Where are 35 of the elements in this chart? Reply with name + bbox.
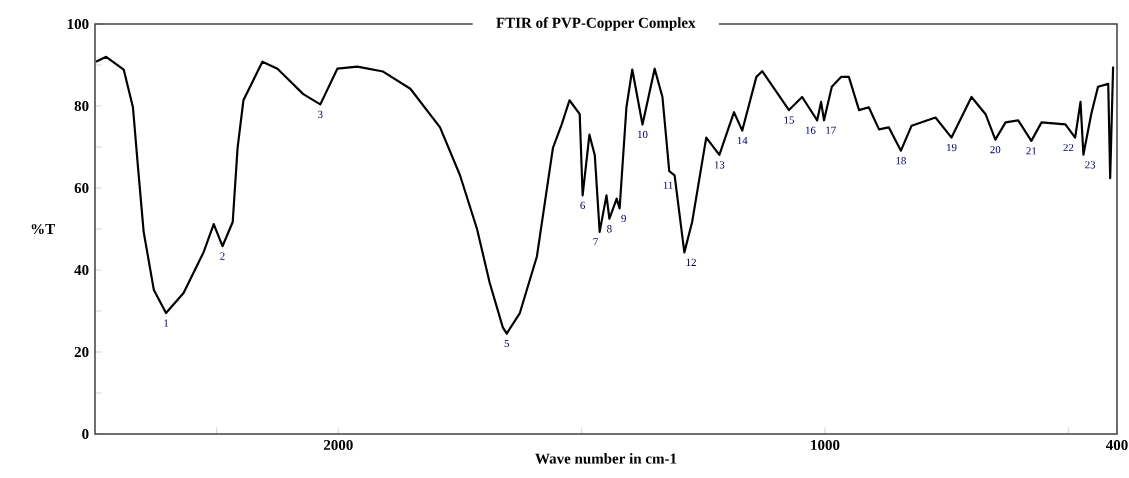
- x-tick-label: 2000: [323, 439, 353, 451]
- y-tick-label: 100: [67, 18, 89, 30]
- y-axis-title: %T: [31, 223, 55, 235]
- annotation: 1: [164, 319, 169, 327]
- y-tick-label: 0: [82, 428, 89, 440]
- x-tick-label: 1000: [811, 439, 840, 451]
- annotation: 19: [947, 143, 957, 152]
- annotation: 22: [1063, 143, 1074, 152]
- annotation: 8: [607, 225, 612, 233]
- annotation: 21: [1026, 147, 1037, 155]
- annotation: 17: [826, 126, 836, 134]
- y-tick-label: 40: [74, 264, 89, 276]
- annotation: 9: [621, 214, 626, 223]
- chart-title: FTIR of PVP-Copper Complex: [496, 17, 696, 31]
- line-series: [94, 55, 1115, 335]
- annotation: 14: [737, 136, 748, 145]
- annotation: 15: [784, 116, 794, 124]
- y-tick-label: 80: [74, 100, 89, 112]
- annotation: 11: [663, 181, 673, 189]
- annotation: 16: [805, 126, 816, 134]
- annotation: 7: [593, 238, 599, 246]
- annotation: 6: [580, 201, 586, 209]
- x-axis-title: Wave number in cm-1: [535, 453, 677, 464]
- annotation: 12: [686, 258, 696, 266]
- annotation: 20: [990, 145, 1001, 154]
- annotation: 18: [896, 157, 906, 165]
- x-tick-label: 400: [1105, 439, 1128, 451]
- annotation: 5: [504, 339, 509, 348]
- annotation: 3: [318, 110, 323, 118]
- y-tick-label: 20: [74, 346, 89, 358]
- annotation: 10: [638, 130, 648, 139]
- y-tick-label: 60: [74, 182, 89, 194]
- annotation: 13: [714, 161, 725, 169]
- annotation: 2: [220, 252, 225, 260]
- annotation: 23: [1085, 161, 1096, 169]
